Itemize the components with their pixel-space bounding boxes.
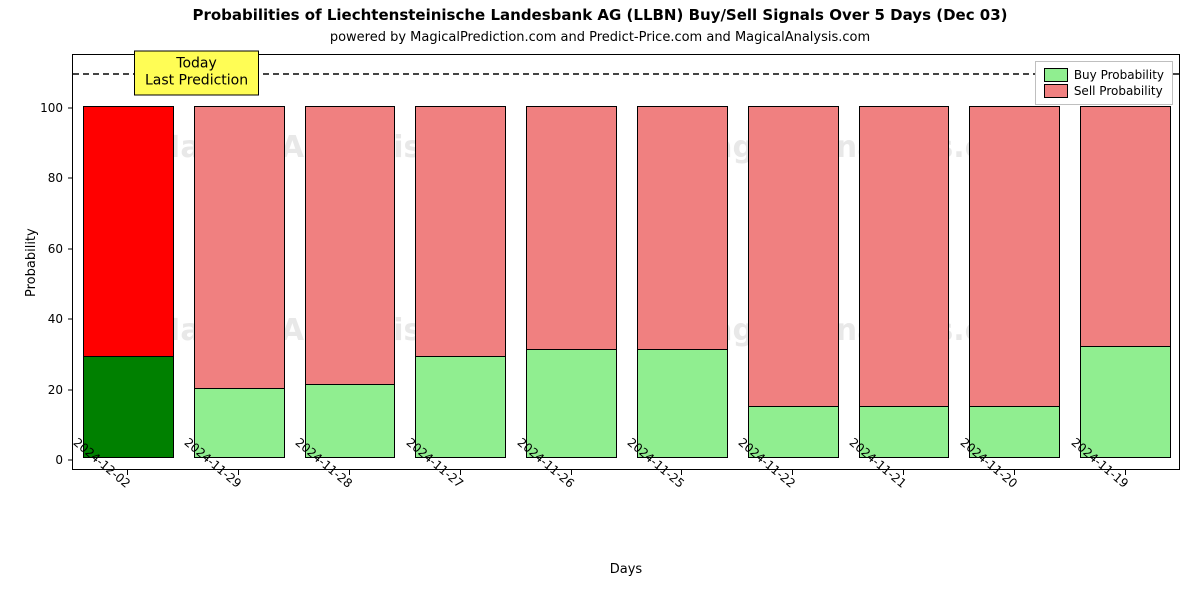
annotation-line1: Today [145,55,248,73]
bar-group [748,106,839,459]
y-tick-label: 80 [48,171,63,185]
buy-bar [305,384,396,458]
legend-item: Sell Probability [1044,83,1164,99]
y-tick-label: 40 [48,312,63,326]
bar-group [194,106,285,459]
buy-bar [415,356,506,458]
y-axis-label: Probability [24,228,39,297]
annotation-line2: Last Prediction [145,73,248,91]
legend-item: Buy Probability [1044,67,1164,83]
plot-area: MagicalAnalysis.comMagicalAnalysis.comMa… [72,54,1180,470]
bar-group [859,106,950,459]
y-tick-label: 100 [40,101,63,115]
bar-group [969,106,1060,459]
legend-swatch [1044,68,1068,82]
buy-bar [1080,346,1171,459]
bar-group [305,106,396,459]
figure: Probabilities of Liechtensteinische Land… [0,0,1200,600]
legend-swatch [1044,84,1068,98]
bar-group [637,106,728,459]
chart-subtitle: powered by MagicalPrediction.com and Pre… [0,30,1200,45]
buy-bar [194,388,285,459]
buy-bar [83,356,174,458]
chart-title: Probabilities of Liechtensteinische Land… [0,6,1200,24]
legend-label: Buy Probability [1074,68,1164,82]
bar-group [526,106,617,459]
buy-bar [526,349,617,458]
y-tick-label: 20 [48,383,63,397]
y-tick-label: 0 [55,453,63,467]
x-axis-label: Days [72,562,1180,577]
bar-group [83,106,174,459]
legend-label: Sell Probability [1074,84,1163,98]
bar-group [1080,106,1171,459]
buy-bar [637,349,728,458]
y-tick-label: 60 [48,242,63,256]
today-annotation: Today Last Prediction [134,50,259,95]
legend: Buy Probability Sell Probability [1035,61,1173,105]
bar-group [415,106,506,459]
